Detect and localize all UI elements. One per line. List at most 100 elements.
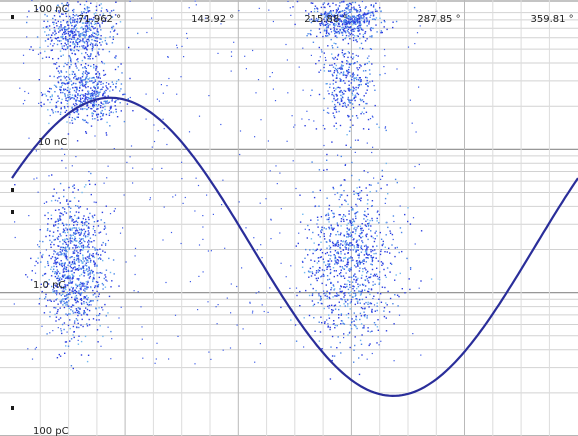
scatter-point (83, 95, 85, 97)
scatter-point (87, 96, 90, 99)
scatter-point (59, 50, 62, 52)
scatter-point (74, 33, 76, 36)
scatter-point (361, 291, 363, 293)
scatter-point (354, 295, 356, 297)
scatter-point (371, 268, 374, 271)
scatter-point (416, 32, 419, 34)
scatter-point (70, 29, 72, 32)
scatter-point (323, 66, 325, 69)
scatter-point (76, 45, 78, 48)
scatter-point (76, 255, 78, 257)
scatter-point (332, 296, 334, 298)
scatter-point (350, 102, 352, 104)
scatter-point (82, 254, 84, 256)
scatter-point (97, 258, 100, 260)
scatter-point (348, 210, 350, 212)
scatter-point (72, 287, 74, 289)
x-tick-label: 215.88 ° (304, 14, 347, 25)
scatter-point (53, 29, 56, 31)
scatter-point (102, 48, 104, 51)
scatter-point (349, 18, 351, 21)
scatter-point (356, 35, 358, 37)
scatter-point (63, 75, 65, 78)
scatter-point (49, 239, 51, 242)
scatter-point (95, 101, 97, 103)
scatter-point (358, 27, 360, 30)
scatter-point (358, 24, 360, 27)
scatter-point (44, 272, 47, 275)
scatter-point (89, 98, 92, 101)
scatter-point (50, 49, 52, 52)
scatter-point (345, 13, 347, 16)
scatter-point (332, 216, 334, 219)
scatter-point (340, 313, 343, 315)
scatter-point (37, 262, 39, 264)
scatter-point (331, 359, 333, 362)
scatter-point (316, 10, 319, 13)
scatter-point (86, 75, 88, 78)
scatter-point (374, 238, 376, 240)
scatter-point (374, 275, 376, 277)
scatter-point (174, 314, 177, 316)
scatter-point (347, 258, 349, 260)
scatter-point (357, 194, 360, 197)
scatter-point (340, 243, 342, 245)
scatter-point (70, 97, 72, 99)
scatter-point (103, 92, 105, 95)
scatter-point (88, 267, 90, 269)
scatter-point (80, 298, 82, 300)
scatter-point (332, 245, 335, 247)
scatter-point (360, 232, 362, 235)
scatter-point (76, 78, 78, 81)
scatter-point (97, 82, 99, 84)
scatter-point (375, 2, 377, 4)
scatter-point (58, 278, 61, 281)
scatter-point (106, 100, 108, 102)
scatter-point (78, 241, 80, 244)
scatter-point (105, 82, 108, 84)
scatter-point (362, 17, 364, 20)
scatter-point (360, 65, 362, 67)
scatter-point (59, 317, 62, 319)
scatter-point (265, 198, 267, 200)
scatter-point (363, 284, 365, 286)
scatter-point (92, 253, 94, 255)
scatter-point (385, 129, 387, 132)
scatter-point (332, 66, 335, 68)
scatter-point (41, 290, 43, 293)
scatter-point (55, 32, 57, 35)
scatter-point (378, 344, 380, 346)
scatter-point (80, 354, 83, 356)
scatter-point (369, 16, 371, 18)
scatter-point (49, 311, 51, 313)
scatter-point (344, 164, 346, 166)
scatter-point (94, 40, 97, 42)
scatter-point (77, 314, 79, 317)
scatter-point (59, 215, 62, 217)
scatter-point (105, 244, 107, 246)
scatter-point (306, 237, 308, 239)
scatter-point (69, 293, 71, 296)
scatter-point (329, 11, 331, 13)
scatter-point (258, 291, 260, 293)
scatter-point (368, 288, 370, 290)
scatter-point (64, 88, 67, 91)
scatter-point (312, 266, 314, 268)
scatter-point (65, 11, 67, 13)
scatter-point (87, 286, 89, 289)
scatter-point (359, 26, 361, 28)
scatter-point (87, 72, 89, 75)
scatter-point (77, 279, 80, 281)
scatter-point (56, 269, 58, 271)
scatter-point (352, 209, 354, 211)
scatter-point (92, 43, 94, 45)
scatter-point (357, 29, 359, 31)
scatter-point (337, 240, 339, 242)
scatter-point (65, 250, 67, 253)
scatter-point (335, 12, 337, 14)
scatter-point (323, 235, 325, 237)
scatter-point (79, 312, 81, 314)
scatter-point (371, 18, 374, 20)
scatter-point (326, 19, 328, 21)
scatter-point (84, 15, 86, 17)
